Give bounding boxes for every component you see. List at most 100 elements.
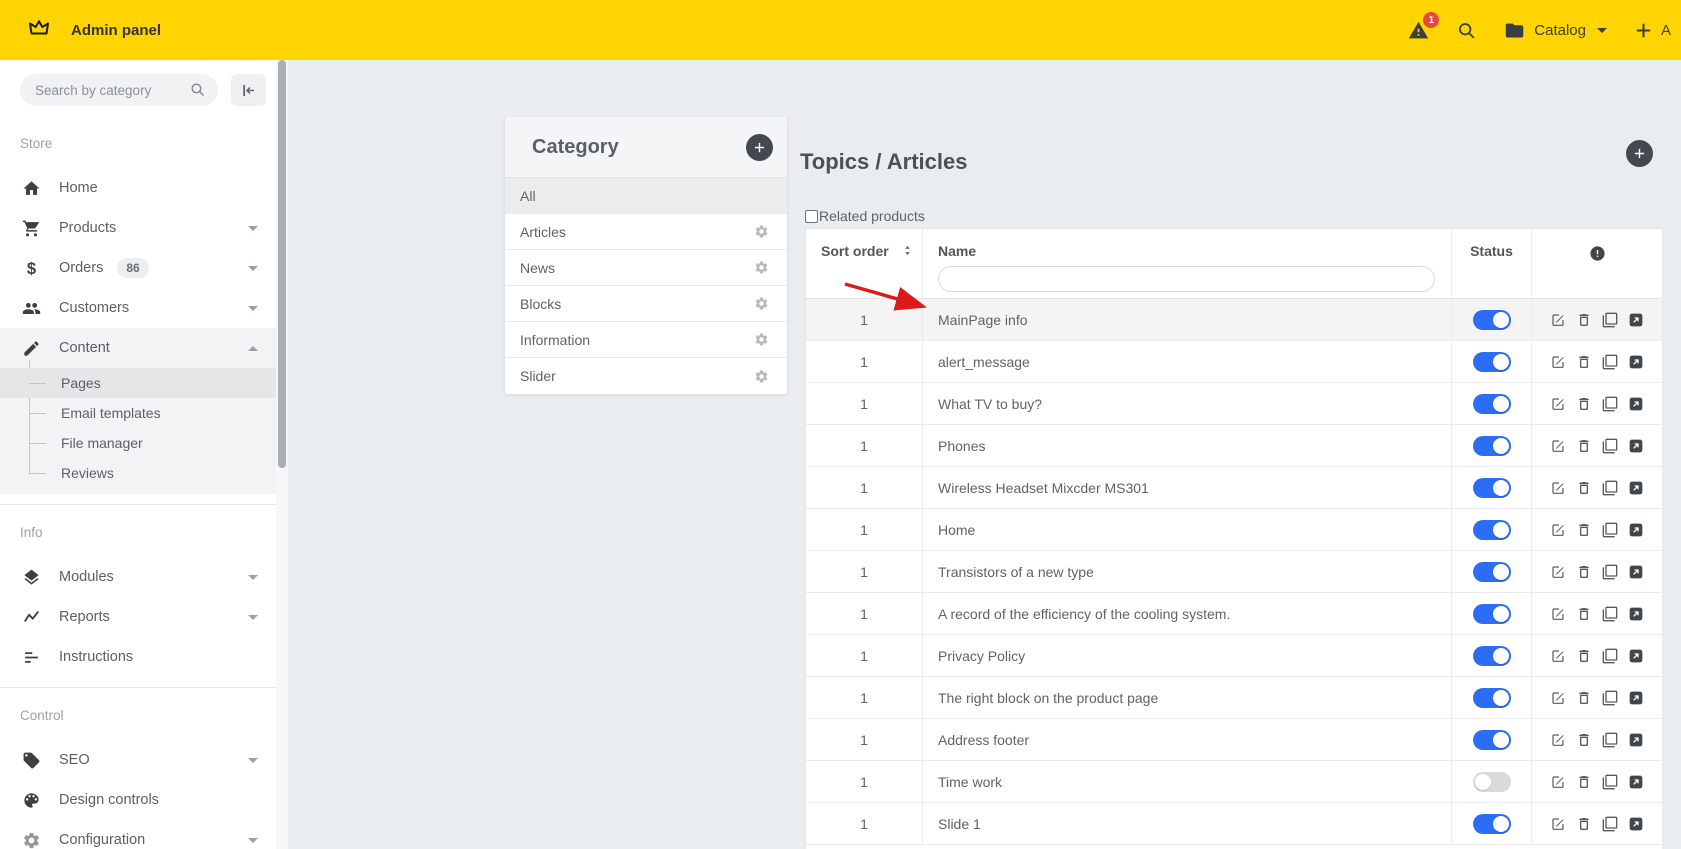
sidebar-subitem-pages[interactable]: Pages [0,368,276,398]
sidebar-item-reports[interactable]: Reports [0,597,276,637]
edit-icon[interactable] [1550,774,1566,790]
gear-icon[interactable] [754,332,769,347]
sidebar-item-modules[interactable]: Modules [0,557,276,597]
status-toggle[interactable] [1472,603,1511,624]
open-page-icon[interactable] [1628,480,1644,496]
search-button[interactable] [1456,20,1477,41]
status-toggle[interactable] [1472,729,1511,750]
sidebar-item-content[interactable]: Content [0,328,276,368]
duplicate-icon[interactable] [1602,816,1618,832]
category-item-all[interactable]: All [505,178,787,214]
duplicate-icon[interactable] [1602,774,1618,790]
catalog-dropdown[interactable]: Catalog [1504,20,1607,41]
edit-icon[interactable] [1550,690,1566,706]
open-page-icon[interactable] [1628,774,1644,790]
duplicate-icon[interactable] [1602,690,1618,706]
duplicate-icon[interactable] [1602,438,1618,454]
duplicate-icon[interactable] [1602,312,1618,328]
status-toggle[interactable] [1472,645,1511,666]
sort-icon[interactable] [901,244,914,257]
delete-icon[interactable] [1576,480,1592,496]
sidebar-item-customers[interactable]: Customers [0,288,276,328]
open-page-icon[interactable] [1628,816,1644,832]
status-toggle[interactable] [1472,351,1511,372]
category-item-information[interactable]: Information [505,322,787,358]
duplicate-icon[interactable] [1602,732,1618,748]
open-page-icon[interactable] [1628,606,1644,622]
edit-icon[interactable] [1550,354,1566,370]
delete-icon[interactable] [1576,648,1592,664]
duplicate-icon[interactable] [1602,606,1618,622]
status-toggle[interactable] [1472,435,1511,456]
column-sort-order[interactable]: Sort order [806,229,923,298]
delete-icon[interactable] [1576,522,1592,538]
open-page-icon[interactable] [1628,354,1644,370]
sidebar-item-configuration[interactable]: Configuration [0,820,276,849]
status-toggle[interactable] [1472,519,1511,540]
alerts-button[interactable]: 1 [1408,11,1440,41]
sidebar-item-seo[interactable]: SEO [0,740,276,780]
add-topic-button[interactable] [1626,140,1653,167]
open-page-icon[interactable] [1628,396,1644,412]
edit-icon[interactable] [1550,606,1566,622]
category-search-input[interactable] [20,74,218,106]
sidebar-subitem-email-templates[interactable]: Email templates [0,398,276,428]
duplicate-icon[interactable] [1602,354,1618,370]
sidebar-item-design-controls[interactable]: Design controls [0,780,276,820]
add-category-button[interactable] [746,133,773,161]
delete-icon[interactable] [1576,606,1592,622]
status-toggle[interactable] [1472,393,1511,414]
open-page-icon[interactable] [1628,438,1644,454]
edit-icon[interactable] [1550,522,1566,538]
category-item-articles[interactable]: Articles [505,214,787,250]
category-item-news[interactable]: News [505,250,787,286]
status-toggle[interactable] [1472,687,1511,708]
edit-icon[interactable] [1550,396,1566,412]
scrollbar-thumb[interactable] [278,60,286,468]
duplicate-icon[interactable] [1602,648,1618,664]
status-toggle[interactable] [1472,477,1511,498]
related-products-checkbox[interactable]: Related products [805,208,925,224]
delete-icon[interactable] [1576,438,1592,454]
open-page-icon[interactable] [1628,564,1644,580]
status-toggle[interactable] [1472,309,1511,330]
delete-icon[interactable] [1576,732,1592,748]
open-page-icon[interactable] [1628,522,1644,538]
sidebar-scrollbar[interactable] [276,60,288,849]
delete-icon[interactable] [1576,816,1592,832]
duplicate-icon[interactable] [1602,522,1618,538]
duplicate-icon[interactable] [1602,480,1618,496]
sidebar-subitem-file-manager[interactable]: File manager [0,428,276,458]
duplicate-icon[interactable] [1602,396,1618,412]
open-page-icon[interactable] [1628,648,1644,664]
sidebar-item-instructions[interactable]: Instructions [0,637,276,677]
delete-icon[interactable] [1576,774,1592,790]
sidebar-item-products[interactable]: Products [0,208,276,248]
edit-icon[interactable] [1550,480,1566,496]
delete-icon[interactable] [1576,396,1592,412]
edit-icon[interactable] [1550,648,1566,664]
name-filter-input[interactable] [938,266,1435,292]
sidebar-item-home[interactable]: Home [0,168,276,208]
delete-icon[interactable] [1576,690,1592,706]
open-page-icon[interactable] [1628,690,1644,706]
status-toggle[interactable] [1472,771,1511,792]
sidebar-item-orders[interactable]: Orders 86 [0,248,276,288]
sidebar-subitem-reviews[interactable]: Reviews [0,458,276,488]
edit-icon[interactable] [1550,438,1566,454]
category-item-slider[interactable]: Slider [505,358,787,394]
duplicate-icon[interactable] [1602,564,1618,580]
collapse-sidebar-button[interactable] [231,74,266,106]
edit-icon[interactable] [1550,816,1566,832]
edit-icon[interactable] [1550,732,1566,748]
gear-icon[interactable] [754,369,769,384]
add-button[interactable]: A [1634,21,1671,40]
gear-icon[interactable] [754,296,769,311]
edit-icon[interactable] [1550,564,1566,580]
delete-icon[interactable] [1576,312,1592,328]
open-page-icon[interactable] [1628,312,1644,328]
category-item-blocks[interactable]: Blocks [505,286,787,322]
delete-icon[interactable] [1576,564,1592,580]
gear-icon[interactable] [754,260,769,275]
status-toggle[interactable] [1472,813,1511,834]
